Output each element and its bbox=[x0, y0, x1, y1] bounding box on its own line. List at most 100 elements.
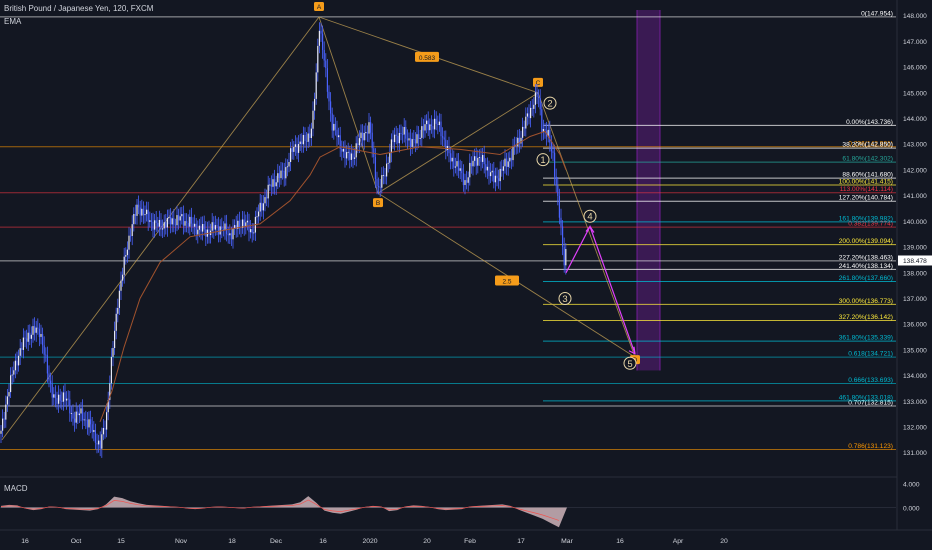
candle-body bbox=[456, 161, 458, 167]
candle-body bbox=[301, 141, 303, 145]
candle-body bbox=[370, 122, 372, 133]
candle-body bbox=[544, 129, 546, 132]
candle-body bbox=[531, 107, 533, 109]
candle-body bbox=[213, 222, 215, 230]
candle-body bbox=[363, 133, 365, 141]
candle-body bbox=[523, 126, 525, 129]
candle-body bbox=[104, 428, 106, 430]
candle-body bbox=[309, 133, 311, 138]
wave-arrow-head bbox=[628, 346, 636, 355]
candle-body bbox=[317, 45, 319, 73]
fib-level-label: 0.382(139.774) bbox=[848, 221, 893, 228]
candle-body bbox=[134, 214, 136, 216]
candle-body bbox=[29, 332, 31, 339]
candle-body bbox=[189, 216, 191, 227]
candle-body bbox=[400, 133, 402, 134]
candle-body bbox=[42, 334, 44, 346]
candle-body bbox=[290, 148, 292, 162]
candle-body bbox=[498, 178, 500, 182]
candle-body bbox=[123, 256, 125, 275]
candle-body bbox=[251, 229, 253, 234]
elliott-wave-layer: 1 2 3 4 5 bbox=[536, 96, 637, 370]
candle-body bbox=[11, 374, 13, 376]
candle-body bbox=[542, 129, 544, 132]
candle-body bbox=[250, 229, 252, 233]
candle-body bbox=[406, 138, 408, 141]
candle-body bbox=[538, 97, 540, 99]
candle-body bbox=[333, 123, 335, 131]
candle-body bbox=[280, 170, 282, 179]
candle-body bbox=[208, 229, 210, 235]
candle-body bbox=[176, 215, 178, 226]
price-tick-label: 136.000 bbox=[903, 322, 927, 329]
candle-body bbox=[315, 72, 317, 99]
candle-body bbox=[547, 129, 549, 137]
candle-body bbox=[536, 92, 538, 97]
candle-body bbox=[502, 166, 504, 171]
candle-body bbox=[106, 412, 108, 430]
price-axis[interactable]: 148.000 147.000 146.000 145.000 144.000 143.0… bbox=[898, 13, 932, 513]
candle-body bbox=[414, 139, 416, 144]
fib-level-label: 0.786(131.123) bbox=[848, 443, 893, 450]
candle-body bbox=[320, 30, 322, 34]
candle-body bbox=[398, 133, 400, 144]
candle-body bbox=[440, 121, 442, 137]
candle-body bbox=[446, 146, 448, 150]
candle-body bbox=[184, 221, 186, 226]
candle-body bbox=[110, 356, 112, 384]
symbol-title[interactable]: British Pound / Japanese Yen, 120, FXCM bbox=[4, 4, 154, 13]
candle-body bbox=[166, 218, 168, 228]
fib-level-label: 300.00%(136.773) bbox=[839, 298, 893, 305]
candle-body bbox=[390, 139, 392, 153]
candle-body bbox=[93, 430, 95, 432]
candle-body bbox=[133, 214, 135, 225]
candle-body bbox=[45, 354, 47, 356]
candle-body bbox=[310, 128, 312, 138]
time-axis[interactable]: 16 Oct 15 Nov 18 Dec 16 2020 20 Feb 17 Mar 16 Apr 20 bbox=[21, 538, 728, 545]
candle-body bbox=[442, 136, 444, 138]
fib-level-label: 241.40%(138.134) bbox=[839, 263, 893, 270]
current-price-badge bbox=[898, 255, 932, 266]
candle-body bbox=[318, 30, 320, 46]
projection-zone-layer bbox=[636, 10, 661, 371]
candle-body bbox=[109, 383, 111, 400]
macd-tick-label: 0.000 bbox=[903, 506, 920, 513]
candle-body bbox=[174, 224, 176, 226]
candle-body bbox=[534, 92, 536, 105]
fib-level-label: 327.20%(136.142) bbox=[839, 314, 893, 321]
fib-level-label: 461.80%(133.018) bbox=[839, 394, 893, 401]
fib-level-label: 0.00%(143.736) bbox=[846, 119, 893, 126]
candle-body bbox=[435, 118, 437, 124]
candle-body bbox=[170, 217, 172, 225]
candle-body bbox=[221, 226, 223, 230]
wave-count-label: 5 bbox=[627, 359, 632, 370]
candle-body bbox=[272, 179, 274, 187]
macd-tick-label: 4.000 bbox=[903, 482, 920, 489]
candle-body bbox=[349, 151, 351, 160]
candle-body bbox=[336, 129, 338, 138]
candle-body bbox=[150, 220, 152, 222]
candle-body bbox=[323, 50, 325, 61]
time-tick-label: 20 bbox=[423, 538, 431, 545]
macd-indicator-label[interactable]: MACD bbox=[4, 484, 28, 493]
candle-body bbox=[98, 440, 100, 445]
candle-body bbox=[27, 332, 29, 342]
candle-body bbox=[90, 419, 92, 425]
candle-body bbox=[496, 175, 498, 179]
ema-indicator-label[interactable]: EMA bbox=[4, 17, 22, 26]
candle-body bbox=[422, 126, 424, 131]
candle-body bbox=[253, 232, 255, 234]
candle-body bbox=[85, 419, 87, 421]
candle-body bbox=[405, 127, 407, 139]
fib-level-label: 0.666(133.693) bbox=[848, 377, 893, 384]
candle-body bbox=[82, 408, 84, 421]
candle-body bbox=[461, 168, 463, 174]
candle-body bbox=[285, 167, 287, 179]
candle-body bbox=[438, 121, 440, 125]
candle-body bbox=[458, 161, 460, 171]
wave-count-circle bbox=[536, 153, 550, 167]
candle-body bbox=[51, 383, 53, 398]
candle-body bbox=[520, 137, 522, 144]
price-tick-label: 148.000 bbox=[903, 13, 927, 20]
